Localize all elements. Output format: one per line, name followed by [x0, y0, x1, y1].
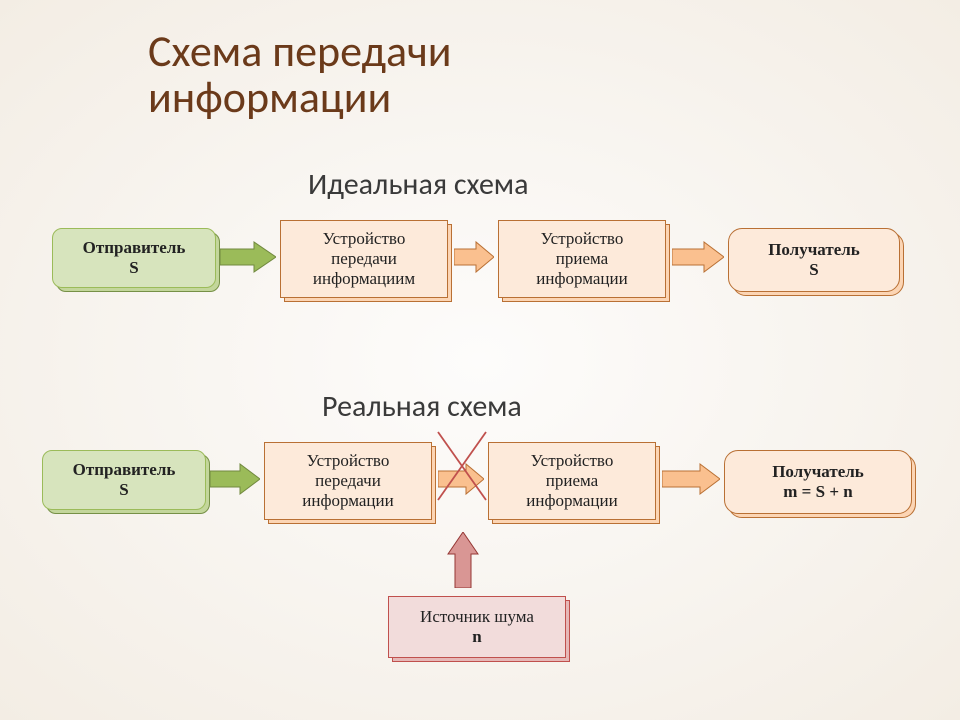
cross-icon — [436, 430, 488, 502]
real-receiver-l1: Получатель — [772, 462, 864, 482]
ideal-receiver-box: Получатель S — [728, 228, 900, 292]
real-receive-l2: приема — [546, 471, 598, 491]
ideal-receiver-l1: Получатель — [768, 240, 860, 260]
real-receiver-l2: m = S + n — [783, 482, 852, 502]
real-transmit-box: Устройство передачи информации — [264, 442, 432, 520]
ideal-receiver-l2: S — [809, 260, 818, 280]
ideal-sender-line1: Отправитель — [83, 238, 186, 258]
arrow-right-icon — [454, 240, 494, 274]
real-transmit-l3: информации — [302, 491, 393, 511]
real-receive-l3: информации — [526, 491, 617, 511]
ideal-sender-box: Отправитель S — [52, 228, 216, 288]
real-sender-l2: S — [119, 480, 128, 500]
real-sender-box: Отправитель S — [42, 450, 206, 510]
real-transmit-l2: передачи — [315, 471, 381, 491]
ideal-transmit-l2: передачи — [331, 249, 397, 269]
noise-l1: Источник шума — [420, 607, 534, 627]
ideal-receive-l2: приема — [556, 249, 608, 269]
real-receiver-box: Получатель m = S + n — [724, 450, 912, 514]
ideal-transmit-box: Устройство передачи информациим — [280, 220, 448, 298]
ideal-transmit-l1: Устройство — [323, 229, 406, 249]
ideal-receive-l1: Устройство — [541, 229, 624, 249]
subtitle-real: Реальная схема — [322, 388, 522, 425]
page-title: Схема передачи информации — [148, 28, 452, 120]
noise-box: Источник шума n — [388, 596, 566, 658]
noise-l2: n — [472, 627, 481, 647]
arrow-right-icon — [662, 462, 720, 496]
real-transmit-l1: Устройство — [307, 451, 390, 471]
real-sender-l1: Отправитель — [73, 460, 176, 480]
real-receive-box: Устройство приема информации — [488, 442, 656, 520]
ideal-sender-line2: S — [129, 258, 138, 278]
arrow-right-icon — [220, 240, 276, 274]
arrow-up-icon — [446, 532, 480, 588]
ideal-receive-box: Устройство приема информации — [498, 220, 666, 298]
ideal-receive-l3: информации — [536, 269, 627, 289]
title-line2: информации — [148, 70, 391, 124]
ideal-transmit-l3: информациим — [313, 269, 415, 289]
subtitle-ideal: Идеальная схема — [308, 166, 528, 203]
arrow-right-icon — [672, 240, 724, 274]
arrow-right-icon — [210, 462, 260, 496]
real-receive-l1: Устройство — [531, 451, 614, 471]
